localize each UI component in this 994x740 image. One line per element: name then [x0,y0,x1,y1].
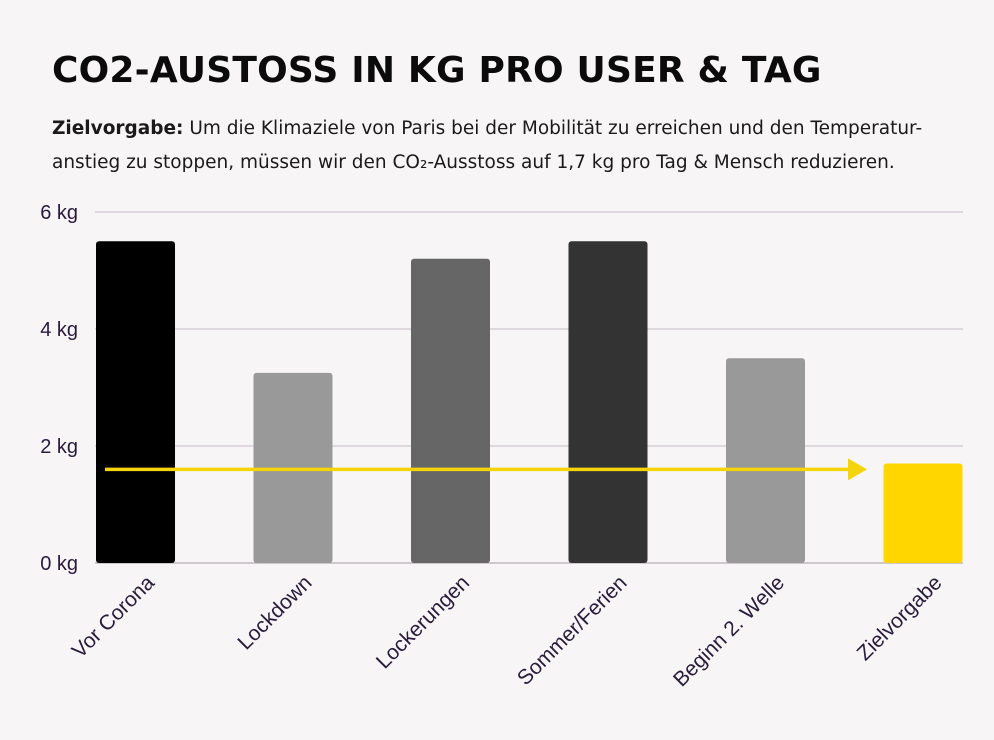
y-tick-label: 0 kg [40,553,78,575]
chart-subtitle: Zielvorgabe: Um die Klimaziele von Paris… [52,112,972,180]
x-tick-label: Beginn 2. Welle [669,571,789,691]
bar [411,258,490,563]
y-tick-label: 4 kg [40,319,78,341]
x-tick-label: Sommer/Ferien [513,571,632,690]
bar [96,241,175,563]
chart-title: CO2-AUSTOSS IN KG PRO USER & TAG [52,50,822,91]
y-tick-label: 2 kg [40,436,78,458]
bar [726,358,805,563]
subtitle-text-line1: Um die Klimaziele von Paris bei der Mobi… [183,118,923,139]
bar [568,241,648,563]
bars [96,241,963,563]
subtitle-text-line2: anstieg zu stoppen, müssen wir den CO₂-A… [52,152,895,173]
x-tick-labels: Vor Corona Lockdown Lockerungen Sommer/Feri… [68,571,947,691]
target-arrow-head [848,458,867,481]
x-tick-label: Vor Corona [68,571,160,663]
subtitle-lead: Zielvorgabe: [52,118,184,139]
x-tick-label: Lockerungen [372,571,474,673]
grid-lines [95,211,963,564]
x-tick-label: Lockdown [233,571,316,654]
target-arrow [105,458,867,481]
y-tick-labels: 0 kg 2 kg 4 kg 6 kg [40,202,78,575]
y-tick-label: 6 kg [40,202,78,224]
bar [883,463,963,563]
x-tick-label: Zielvorgabe [853,571,947,665]
